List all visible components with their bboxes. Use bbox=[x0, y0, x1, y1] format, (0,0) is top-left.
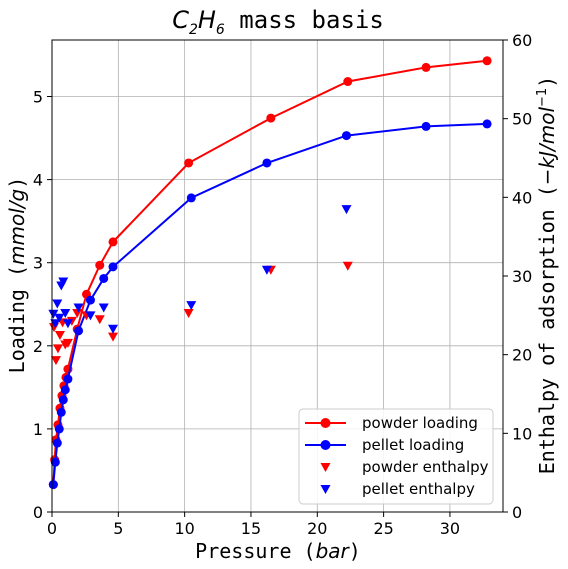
series-pellet-loading bbox=[48, 119, 492, 490]
data-point-powder-loading bbox=[184, 158, 194, 168]
y2-axis-label: Enthalpy of adsorption (−kJ/mol−1) bbox=[535, 76, 559, 474]
data-point-powder-loading bbox=[108, 237, 118, 247]
data-point-pellet-loading bbox=[48, 480, 58, 490]
plot-data bbox=[48, 56, 492, 490]
data-point-powder-enthalpy bbox=[52, 344, 63, 354]
y2-tick-label: 50 bbox=[512, 110, 532, 129]
data-point-powder-enthalpy bbox=[183, 308, 194, 318]
legend-marker-powder-enthalpy bbox=[320, 463, 331, 472]
legend-label-powder-enthalpy: powder enthalpy bbox=[362, 458, 489, 476]
legend-label-pellet-enthalpy: pellet enthalpy bbox=[362, 480, 475, 498]
y2-tick-label: 10 bbox=[512, 424, 532, 443]
data-point-powder-enthalpy bbox=[62, 338, 73, 348]
data-point-pellet-enthalpy bbox=[108, 324, 119, 334]
data-point-pellet-loading bbox=[56, 407, 66, 417]
y-tick-label: 0 bbox=[33, 503, 43, 522]
data-point-pellet-enthalpy bbox=[48, 309, 59, 319]
series-powder-enthalpy bbox=[48, 261, 353, 366]
data-point-pellet-enthalpy bbox=[62, 319, 73, 329]
legend-item-powder-enthalpy: powder enthalpy bbox=[320, 458, 489, 476]
x-tick-label: 5 bbox=[113, 519, 123, 538]
y-tick-label: 2 bbox=[33, 337, 43, 356]
x-axis-label: Pressure (bar) bbox=[195, 539, 361, 563]
data-point-powder-enthalpy bbox=[94, 315, 105, 325]
y-axis-label: Loading (mmol/g) bbox=[5, 177, 29, 374]
legend-marker-powder-loading bbox=[320, 418, 331, 428]
x-tick-label: 0 bbox=[47, 519, 57, 538]
data-point-pellet-loading bbox=[60, 385, 70, 395]
data-point-pellet-loading bbox=[58, 395, 68, 405]
data-point-pellet-loading bbox=[262, 158, 272, 168]
data-point-pellet-enthalpy bbox=[50, 319, 61, 329]
data-point-pellet-loading bbox=[482, 119, 492, 129]
legend-box bbox=[298, 408, 494, 505]
data-point-powder-enthalpy bbox=[342, 261, 353, 271]
y-tick-label: 5 bbox=[33, 88, 43, 107]
data-point-powder-loading bbox=[482, 56, 492, 66]
data-point-pellet-loading bbox=[74, 326, 84, 336]
x-tick-label: 30 bbox=[440, 519, 460, 538]
data-point-pellet-enthalpy bbox=[58, 277, 69, 287]
legend-label-pellet-loading: pellet loading bbox=[362, 436, 464, 454]
data-point-powder-enthalpy bbox=[54, 331, 65, 340]
y2-tick-label: 40 bbox=[512, 188, 532, 207]
legend: powder loading pellet loading powder ent… bbox=[298, 408, 494, 505]
x-tick-label: 10 bbox=[174, 519, 194, 538]
data-point-powder-enthalpy bbox=[50, 356, 61, 366]
y2-tick-label: 60 bbox=[512, 31, 532, 50]
legend-item-powder-loading: powder loading bbox=[305, 414, 478, 432]
data-point-pellet-enthalpy bbox=[73, 303, 84, 313]
legend-item-pellet-loading: pellet loading bbox=[305, 436, 464, 454]
legend-label-powder-loading: powder loading bbox=[362, 414, 478, 432]
data-point-pellet-loading bbox=[99, 273, 109, 283]
data-point-pellet-loading bbox=[421, 121, 431, 131]
data-point-powder-enthalpy bbox=[72, 308, 83, 318]
data-point-powder-loading bbox=[343, 77, 353, 87]
data-point-pellet-loading bbox=[50, 457, 60, 467]
data-point-pellet-enthalpy bbox=[261, 265, 272, 275]
data-point-pellet-loading bbox=[85, 295, 95, 305]
x-tick-label: 20 bbox=[307, 519, 327, 538]
data-point-powder-enthalpy bbox=[66, 316, 77, 326]
x-tick-label: 25 bbox=[373, 519, 393, 538]
y2-tick-label: 20 bbox=[512, 346, 532, 365]
data-point-pellet-enthalpy bbox=[54, 313, 65, 323]
data-point-powder-loading bbox=[266, 113, 276, 123]
data-point-pellet-enthalpy bbox=[85, 311, 96, 321]
y2-tick-label: 0 bbox=[512, 503, 522, 522]
data-point-powder-loading bbox=[421, 62, 431, 72]
data-point-pellet-enthalpy bbox=[186, 301, 197, 311]
data-point-powder-loading bbox=[95, 260, 105, 270]
data-point-pellet-enthalpy bbox=[98, 303, 109, 313]
data-point-pellet-loading bbox=[341, 131, 351, 141]
data-point-pellet-enthalpy bbox=[341, 205, 352, 215]
legend-marker-pellet-enthalpy bbox=[320, 485, 331, 494]
data-point-pellet-loading bbox=[54, 424, 64, 434]
legend-item-pellet-enthalpy: pellet enthalpy bbox=[320, 480, 475, 498]
x-tick-label: 15 bbox=[241, 519, 261, 538]
y-tick-label: 1 bbox=[33, 420, 43, 439]
data-point-powder-enthalpy bbox=[108, 332, 119, 342]
y-tick-label: 4 bbox=[33, 171, 43, 190]
y2-tick-label: 30 bbox=[512, 267, 532, 286]
y-tick-label: 3 bbox=[33, 254, 43, 273]
data-point-pellet-loading bbox=[186, 193, 196, 203]
data-point-pellet-loading bbox=[52, 438, 62, 448]
series-pellet-enthalpy bbox=[48, 205, 352, 334]
data-point-pellet-loading bbox=[108, 262, 118, 272]
data-point-pellet-enthalpy bbox=[52, 299, 63, 309]
legend-marker-pellet-loading bbox=[320, 440, 331, 450]
data-point-pellet-loading bbox=[63, 374, 73, 384]
chart-title: C2H6 mass basis bbox=[172, 6, 384, 38]
data-point-pellet-enthalpy bbox=[60, 308, 71, 318]
